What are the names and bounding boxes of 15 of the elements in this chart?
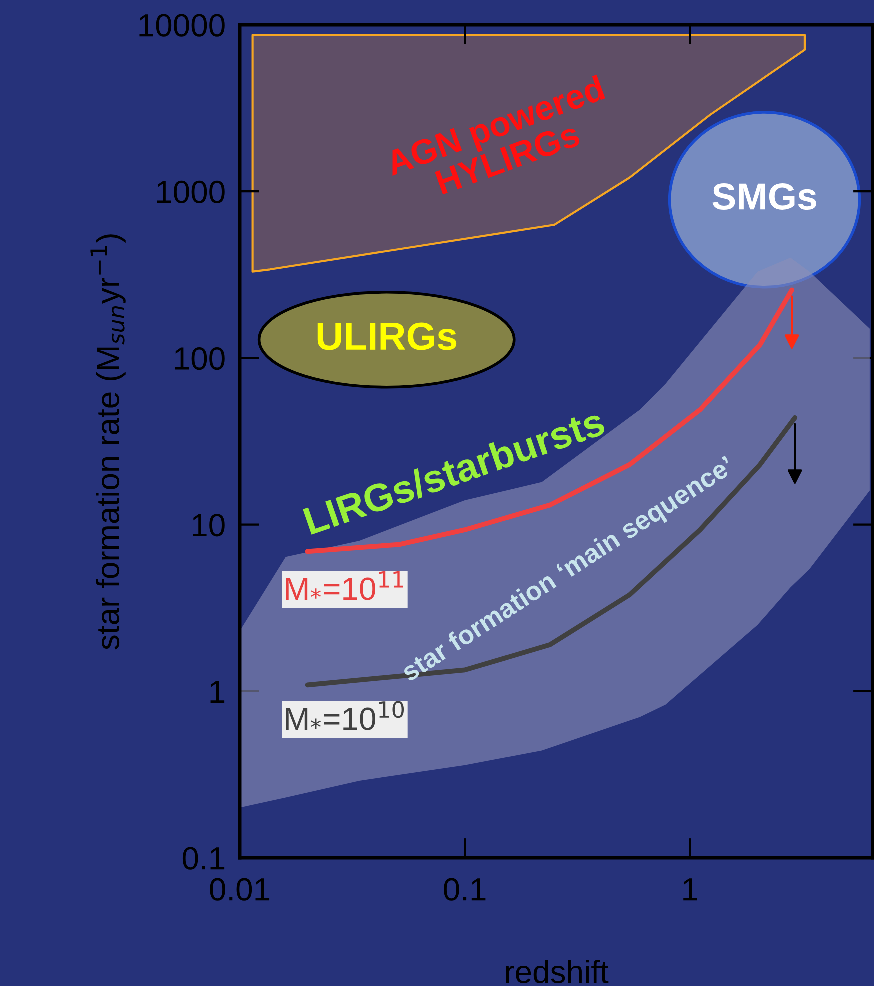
- y-tick-label: 1: [210, 681, 225, 703]
- annotation: M$_{*}$=10$^{10}$: [286, 701, 404, 730]
- y-tick-label: 0.1: [182, 847, 225, 870]
- annotation: M$_{*}$=10$^{11}$: [286, 571, 404, 600]
- x-tick-label: 0.1: [444, 878, 486, 901]
- x-tick-label: 0.01: [210, 878, 270, 901]
- y-tick-label: 10: [193, 514, 225, 537]
- annotation: SMGs: [712, 183, 816, 210]
- y-tick-label: 10000: [140, 14, 225, 37]
- x-axis-title: redshift: [506, 960, 609, 984]
- x-tick-label: 1: [684, 878, 698, 901]
- y-tick-label: 1000: [157, 180, 225, 204]
- y-tick-label: 100: [175, 347, 225, 370]
- annotation: ULIRGs: [318, 322, 457, 350]
- y-axis-title: star formation rate (M$_{sun}$yr$^{−1}$): [90, 234, 126, 650]
